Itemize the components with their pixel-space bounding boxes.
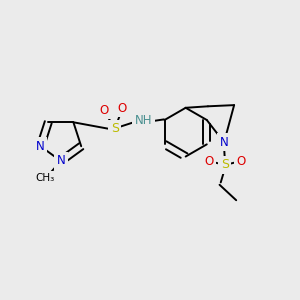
- Text: O: O: [118, 102, 127, 115]
- Text: N: N: [36, 140, 45, 153]
- Text: NH: NH: [135, 114, 152, 127]
- Text: N: N: [220, 136, 228, 149]
- Text: S: S: [111, 122, 119, 135]
- Text: N: N: [56, 154, 65, 167]
- Text: S: S: [221, 158, 229, 171]
- Text: O: O: [99, 104, 108, 117]
- Text: O: O: [237, 155, 246, 168]
- Text: CH₃: CH₃: [36, 173, 55, 183]
- Text: O: O: [204, 155, 213, 168]
